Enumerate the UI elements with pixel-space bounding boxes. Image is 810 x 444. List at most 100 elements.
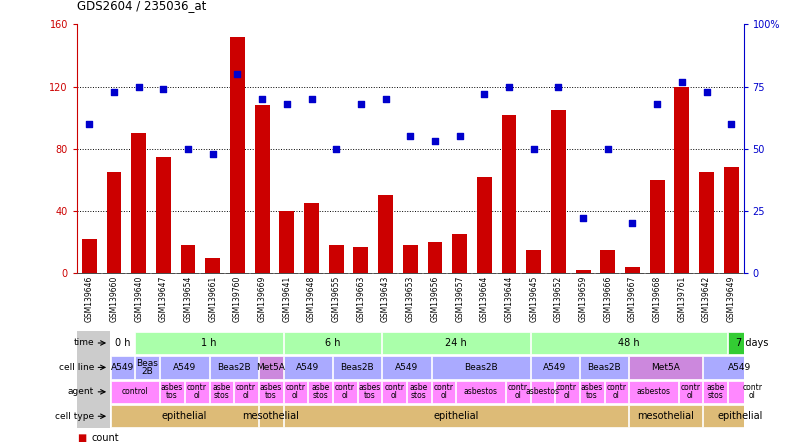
Point <box>231 71 244 78</box>
Text: GSM139656: GSM139656 <box>430 276 440 322</box>
Bar <box>77 404 110 428</box>
Text: GSM139643: GSM139643 <box>381 276 390 322</box>
Bar <box>728 381 777 403</box>
Text: GSM139645: GSM139645 <box>529 276 538 322</box>
Bar <box>358 381 382 403</box>
Text: GSM139642: GSM139642 <box>702 276 711 322</box>
Text: GSM139660: GSM139660 <box>109 276 118 322</box>
Text: asbes
tos: asbes tos <box>260 383 282 400</box>
Text: asbe
stos: asbe stos <box>706 383 724 400</box>
Bar <box>329 245 343 273</box>
Point <box>330 145 343 152</box>
Bar <box>107 172 122 273</box>
Bar <box>82 239 96 273</box>
Bar <box>111 332 134 354</box>
Point <box>700 88 713 95</box>
Text: asbe
stos: asbe stos <box>311 383 330 400</box>
Bar <box>629 356 702 379</box>
Text: GSM139661: GSM139661 <box>208 276 217 322</box>
Text: count: count <box>92 433 119 443</box>
Point <box>280 100 293 107</box>
Bar <box>501 115 517 273</box>
Text: 48 h: 48 h <box>618 338 640 348</box>
Text: epithelial: epithelial <box>162 411 207 421</box>
Text: GSM139647: GSM139647 <box>159 276 168 322</box>
Text: contr
ol: contr ol <box>508 383 527 400</box>
Bar <box>580 356 629 379</box>
Bar <box>531 381 554 403</box>
Bar <box>699 172 714 273</box>
Point <box>478 91 491 98</box>
Text: epithelial: epithelial <box>433 411 479 421</box>
Text: 24 h: 24 h <box>445 338 467 348</box>
Bar <box>135 332 283 354</box>
Point <box>256 95 269 103</box>
Bar <box>650 180 664 273</box>
Bar <box>600 250 615 273</box>
Point <box>207 150 220 157</box>
Text: contr
ol: contr ol <box>186 383 207 400</box>
Bar <box>160 381 184 403</box>
Bar <box>230 37 245 273</box>
Bar <box>234 381 258 403</box>
Bar <box>333 356 382 379</box>
Text: asbes
tos: asbes tos <box>161 383 183 400</box>
Text: epithelial: epithelial <box>717 411 762 421</box>
Bar <box>629 381 678 403</box>
Bar <box>156 157 171 273</box>
Text: contr
ol: contr ol <box>236 383 256 400</box>
Bar <box>728 332 777 354</box>
Bar <box>284 381 307 403</box>
Bar <box>333 381 356 403</box>
Bar <box>555 381 579 403</box>
Text: Beas2B: Beas2B <box>464 363 497 372</box>
Text: GSM139648: GSM139648 <box>307 276 316 322</box>
Bar <box>675 87 689 273</box>
Bar <box>77 331 110 355</box>
Bar <box>210 381 233 403</box>
Bar <box>551 110 566 273</box>
Text: GSM139760: GSM139760 <box>233 276 242 322</box>
Text: contr
ol: contr ol <box>607 383 626 400</box>
Point <box>403 133 416 140</box>
Bar <box>382 356 431 379</box>
Text: GSM139654: GSM139654 <box>184 276 193 322</box>
Bar <box>703 405 777 428</box>
Text: contr
ol: contr ol <box>742 383 762 400</box>
Text: asbes
tos: asbes tos <box>581 383 603 400</box>
Bar <box>625 267 640 273</box>
Bar <box>629 405 702 428</box>
Text: mesothelial: mesothelial <box>242 411 299 421</box>
Text: Beas2B: Beas2B <box>217 363 250 372</box>
Point <box>181 145 194 152</box>
Bar <box>111 405 258 428</box>
Bar <box>210 356 258 379</box>
Text: control: control <box>122 387 148 396</box>
Text: GSM139653: GSM139653 <box>406 276 415 322</box>
Point <box>577 215 590 222</box>
Bar <box>604 381 629 403</box>
Text: Beas2B: Beas2B <box>340 363 374 372</box>
Text: contr
ol: contr ol <box>680 383 701 400</box>
Bar <box>284 405 629 428</box>
Text: GSM139657: GSM139657 <box>455 276 464 322</box>
Bar <box>703 381 727 403</box>
Text: Beas2B: Beas2B <box>587 363 621 372</box>
Bar <box>259 356 283 379</box>
Bar <box>111 381 160 403</box>
Text: contr
ol: contr ol <box>433 383 454 400</box>
Bar <box>206 258 220 273</box>
Bar <box>452 234 467 273</box>
Text: asbe
stos: asbe stos <box>410 383 428 400</box>
Bar <box>505 381 530 403</box>
Point <box>108 88 121 95</box>
Point <box>428 138 441 145</box>
Bar <box>407 381 431 403</box>
Text: GDS2604 / 235036_at: GDS2604 / 235036_at <box>77 0 207 12</box>
Text: GSM139664: GSM139664 <box>480 276 488 322</box>
Bar <box>382 332 530 354</box>
Text: GSM139666: GSM139666 <box>603 276 612 322</box>
Bar <box>428 242 442 273</box>
Bar <box>160 356 208 379</box>
Point <box>355 100 368 107</box>
